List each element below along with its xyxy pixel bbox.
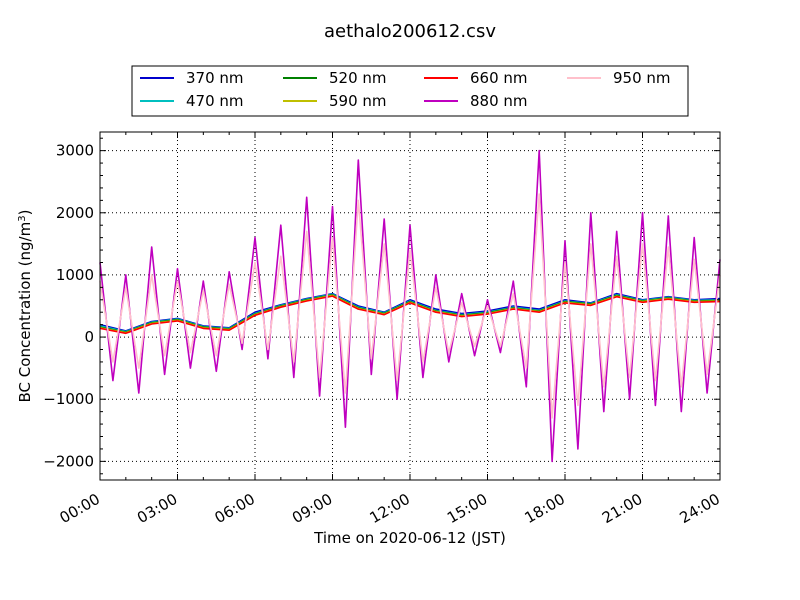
legend-label: 590 nm (329, 92, 387, 110)
y-axis-label: BC Concentration (ng/m3) (16, 210, 34, 403)
legend-label: 880 nm (470, 92, 528, 110)
plot-background (100, 132, 720, 480)
plot-area (99, 131, 721, 481)
chart-title: aethalo200612.csv (324, 21, 496, 42)
y-axis-label-tail: ) (16, 210, 34, 216)
legend-frame (131, 65, 689, 117)
legend: 370 nm 470 nm 520 nm 590 nm 660 nm 880 nm 950 … (131, 65, 689, 117)
y-axis-label-main: BC Concentration (ng/m (16, 222, 34, 403)
legend-label: 660 nm (470, 69, 528, 87)
legend-label: 950 nm (613, 69, 671, 87)
y-tick-label: −2000 (43, 452, 94, 470)
y-tick-label: −1000 (43, 390, 94, 408)
y-tick-label: 2000 (56, 204, 94, 222)
y-tick-label: 1000 (56, 266, 94, 284)
legend-label: 520 nm (329, 69, 387, 87)
x-axis-label: Time on 2020-06-12 (JST) (313, 529, 506, 547)
y-tick-label: 0 (84, 328, 94, 346)
legend-label: 470 nm (186, 92, 244, 110)
y-axis-label-sup: 3 (17, 215, 28, 221)
y-tick-label: 3000 (56, 142, 94, 160)
series-line-950-nm (99, 193, 721, 419)
series-line-660-nm (99, 295, 721, 335)
series-line-880-nm (99, 149, 721, 463)
legend-label: 370 nm (186, 69, 244, 87)
